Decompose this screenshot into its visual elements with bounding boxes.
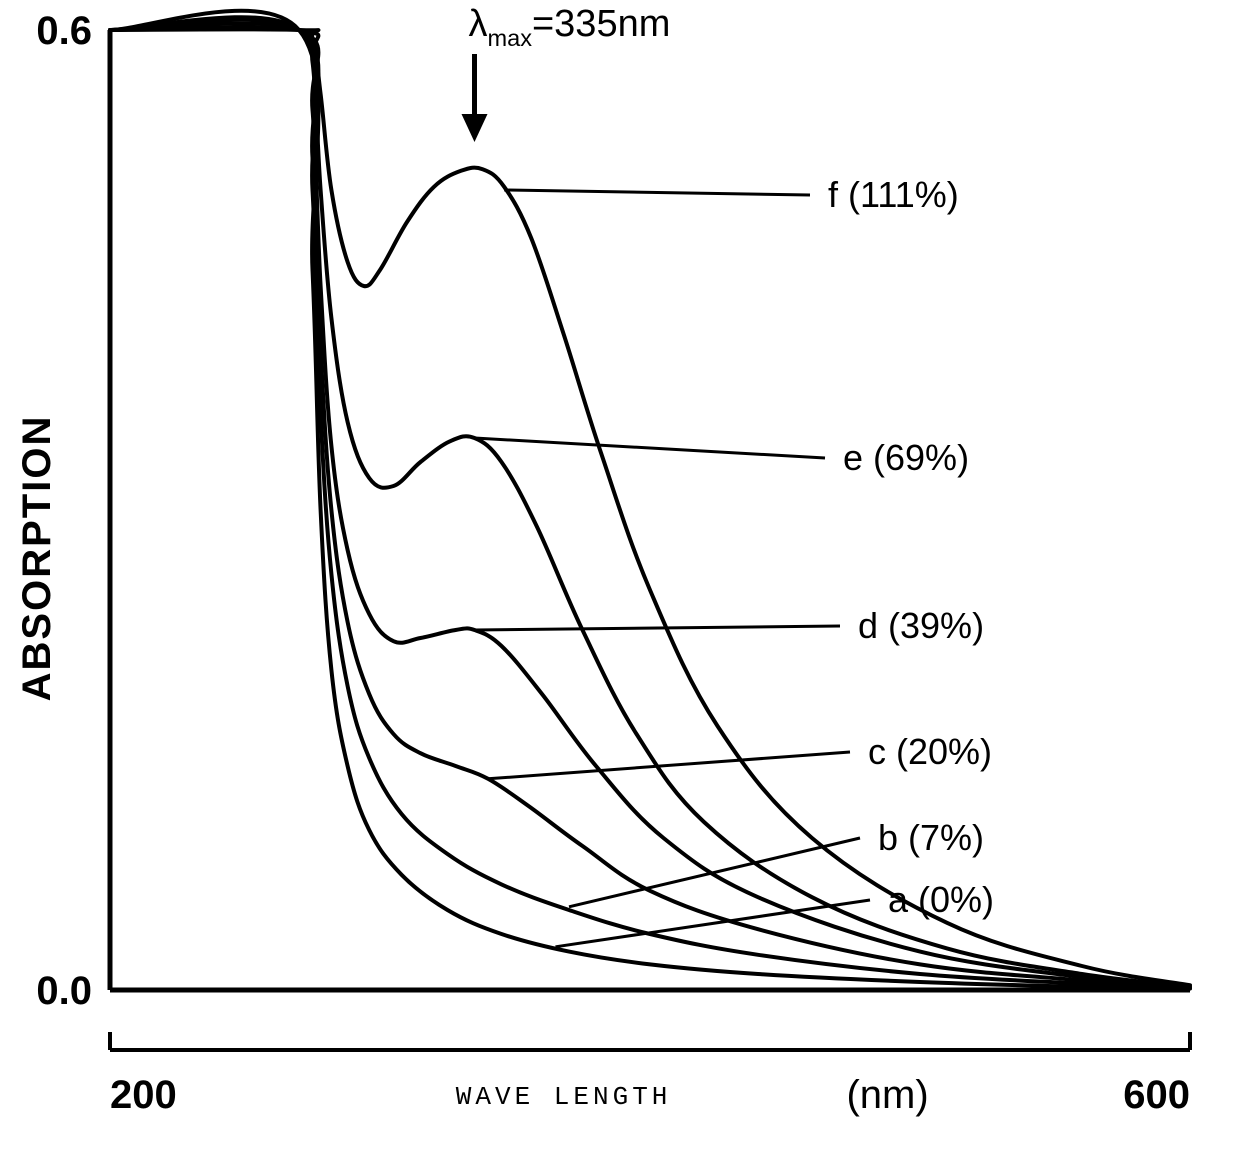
series-label-f: f (111%)	[828, 174, 959, 215]
series-curve-d	[110, 24, 1190, 989]
series-curve-a	[110, 11, 1190, 989]
series-label-b: b (7%)	[878, 817, 984, 858]
lambda-max-arrow-head	[462, 114, 488, 142]
series-label-d: d (39%)	[858, 605, 984, 646]
y-axis-label: ABSORPTION	[15, 415, 59, 702]
series-label-a: a (0%)	[888, 879, 994, 920]
callout-line-d	[475, 626, 841, 630]
series-label-c: c (20%)	[868, 731, 992, 772]
series-label-e: e (69%)	[843, 437, 969, 478]
y-tick-label: 0.0	[36, 969, 92, 1013]
callout-line-e	[475, 438, 826, 458]
absorption-spectrum-chart: 0.0 0.6 ABSORPTION a (0%) b (7%) c (20%) d (39…	[0, 0, 1240, 1168]
callout-line-c	[488, 752, 850, 779]
x-tick-label-max: 600	[1123, 1073, 1190, 1117]
series-curve-c	[110, 20, 1190, 989]
x-axis-label: WAVE LENGTH	[456, 1082, 672, 1112]
series-curve-e	[110, 27, 1190, 986]
series-curve-f	[110, 29, 1190, 985]
callout-line-b	[569, 838, 860, 907]
y-tick-label: 0.6	[36, 9, 92, 53]
series-curve-b	[110, 17, 1190, 988]
x-tick-label-min: 200	[110, 1073, 177, 1117]
x-axis-unit: (nm)	[846, 1073, 928, 1117]
callout-line-f	[504, 190, 810, 195]
lambda-max-annotation: λmax=335nm	[469, 3, 671, 51]
chart-svg: 0.0 0.6 ABSORPTION a (0%) b (7%) c (20%) d (39…	[0, 0, 1240, 1168]
